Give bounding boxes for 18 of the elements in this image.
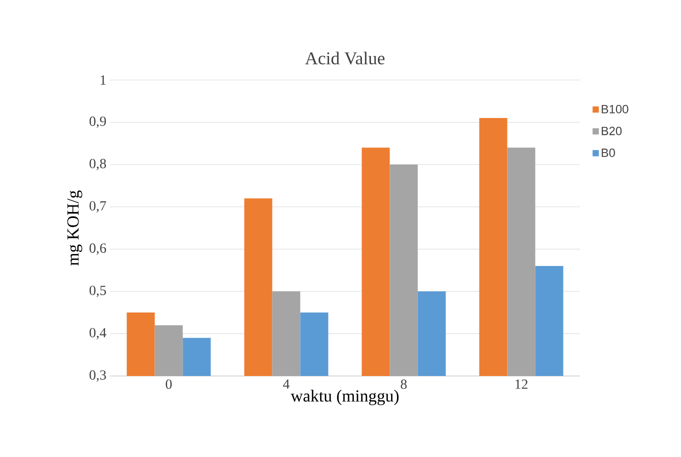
x-tick-label: 8 bbox=[400, 380, 407, 389]
legend-label: B20 bbox=[602, 126, 622, 136]
y-axis-title: mg KOH/g bbox=[67, 190, 82, 266]
y-tick-label: 0,4 bbox=[90, 328, 106, 340]
legend-label: B0 bbox=[602, 148, 615, 158]
x-tick-label: 0 bbox=[166, 380, 172, 389]
chart-title: Acid Value bbox=[305, 52, 384, 64]
x-tick-label: 12 bbox=[516, 380, 528, 389]
legend-label: B100 bbox=[602, 104, 628, 114]
y-tick-label: 0,9 bbox=[90, 116, 106, 128]
y-tick-label: 0,7 bbox=[90, 201, 106, 213]
y-tick-label: 0,5 bbox=[90, 286, 106, 298]
y-tick-label: 0,8 bbox=[90, 158, 106, 170]
y-tick-label: 0,3 bbox=[90, 370, 106, 382]
y-tick-label: 0,6 bbox=[90, 243, 106, 255]
y-tick-label: 1 bbox=[100, 75, 106, 85]
x-axis-title: waktu (minggu) bbox=[290, 390, 399, 406]
x-tick-label: 4 bbox=[283, 379, 290, 389]
